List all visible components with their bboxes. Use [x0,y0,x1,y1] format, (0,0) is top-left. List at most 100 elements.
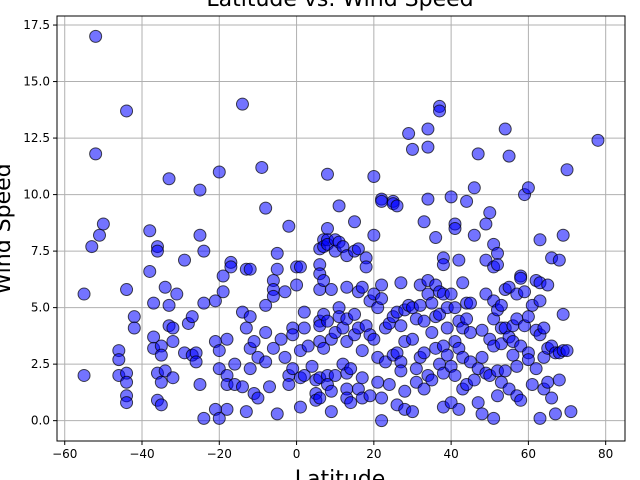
scatter-point [417,382,431,396]
scatter-point [212,165,226,179]
scatter-point [452,253,466,267]
scatter-point [421,122,435,136]
scatter-point [154,375,168,389]
scatter-point [506,348,520,362]
scatter-point [212,411,226,425]
scatter-point [375,194,389,208]
scatter-point [297,305,311,319]
scatter-point [436,258,450,272]
scatter-point [355,371,369,385]
scatter-point [537,321,551,335]
scatter-point [154,348,168,362]
scatter-point [259,298,273,312]
scatter-point [324,384,338,398]
scatter-point [344,396,358,410]
scatter-point [552,373,566,387]
scatter-point [355,280,369,294]
scatter-point [263,380,277,394]
scatter-point [375,391,389,405]
scatter-point [243,362,257,376]
scatter-point [127,321,141,335]
scatter-point [185,310,199,324]
scatter-point [243,310,257,324]
scatter-point [197,244,211,258]
scatter-point [545,391,559,405]
scatter-point [591,133,605,147]
scatter-point [351,242,365,256]
scatter-point [259,201,273,215]
scatter-point [425,296,439,310]
scatter-point [548,407,562,421]
scatter-point [456,276,470,290]
scatter-point [293,400,307,414]
scatter-point [266,289,280,303]
scatter-point [363,389,377,403]
scatter-point [224,260,238,274]
scatter-point [297,368,311,382]
scatter-point [533,233,547,247]
scatter-point [166,371,180,385]
scatter-point [552,253,566,267]
scatter-point [85,240,99,254]
scatter-point [425,373,439,387]
scatter-point [375,292,389,306]
x-tick-label: 60 [521,447,536,461]
data-points [77,29,605,428]
scatter-point [243,262,257,276]
scatter-point [475,350,489,364]
scatter-point [324,405,338,419]
scatter-point [216,269,230,283]
scatter-point [560,344,574,358]
scatter-point [89,147,103,161]
scatter-point [120,283,134,297]
scatter-point [417,215,431,229]
scatter-point [270,407,284,421]
y-tick-label: 0.0 [31,414,50,428]
chart-title: Latitude vs. Wind Speed [206,0,473,12]
scatter-point [521,181,535,195]
scatter-point [197,411,211,425]
scatter-point [448,301,462,315]
scatter-point [490,258,504,272]
scatter-point [490,246,504,260]
y-tick-label: 5.0 [31,301,50,315]
scatter-point [259,355,273,369]
scatter-point [556,228,570,242]
scatter-point [405,405,419,419]
scatter-point [239,405,253,419]
scatter-point [120,375,134,389]
scatter-point [282,219,296,233]
x-tick-label: −20 [207,447,232,461]
scatter-point [170,287,184,301]
scatter-point [467,181,481,195]
scatter-point [348,307,362,321]
scatter-point [93,228,107,242]
scatter-point [560,163,574,177]
scatter-point [425,325,439,339]
scatter-point [498,122,512,136]
scatter-point [375,414,389,428]
scatter-point [417,314,431,328]
scatter-point [359,260,373,274]
scatter-point [467,228,481,242]
scatter-point [514,271,528,285]
scatter-point [178,253,192,267]
x-tick-label: −60 [52,447,77,461]
scatter-point [398,384,412,398]
scatter-point [564,405,578,419]
y-tick-label: 2.5 [31,357,50,371]
scatter-point [405,332,419,346]
scatter-point [143,264,157,278]
scatter-point [448,368,462,382]
scatter-point [286,328,300,342]
scatter-point [467,373,481,387]
y-axis-ticks: 0.0 2.5 5.0 7.5 10.0 12.5 15.0 17.5 [23,18,57,428]
scatter-point [502,149,516,163]
scatter-point [533,411,547,425]
scatter-point [143,224,157,238]
scatter-point [471,147,485,161]
scatter-point [278,285,292,299]
scatter-point [77,287,91,301]
scatter-point [286,362,300,376]
scatter-point [127,310,141,324]
